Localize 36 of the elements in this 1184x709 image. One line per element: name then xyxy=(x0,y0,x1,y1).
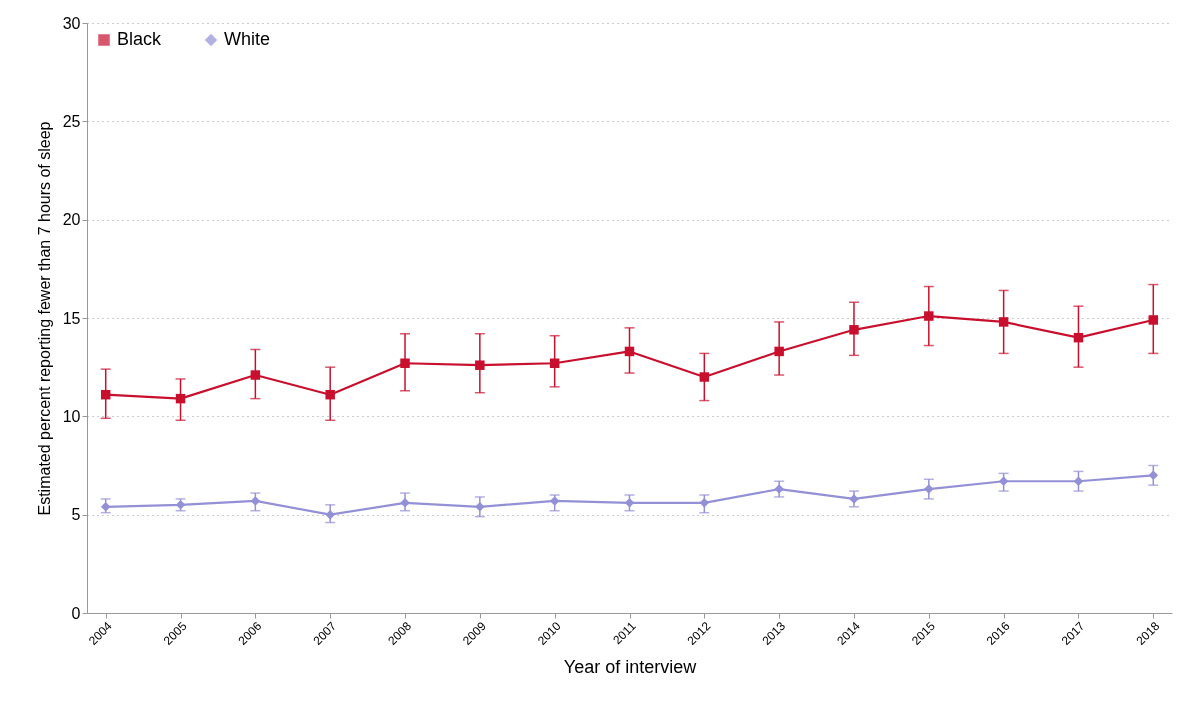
legend-label: Black xyxy=(117,29,163,49)
point xyxy=(1073,476,1084,486)
point xyxy=(100,502,111,512)
point xyxy=(100,389,111,400)
point xyxy=(774,346,784,357)
point xyxy=(250,496,261,506)
point xyxy=(924,484,934,494)
point xyxy=(549,358,560,368)
legend-label: White xyxy=(224,29,271,49)
point xyxy=(924,311,934,321)
point xyxy=(475,502,485,512)
point xyxy=(250,370,261,380)
point xyxy=(1073,332,1084,343)
x-axis-title: Year of interview xyxy=(563,657,698,678)
point xyxy=(175,393,186,404)
y-tick-label: 20 xyxy=(62,211,81,229)
point xyxy=(624,498,635,508)
point xyxy=(1148,315,1159,325)
point xyxy=(1148,470,1159,481)
point xyxy=(998,317,1009,327)
y-tick-label: 15 xyxy=(62,309,81,327)
point xyxy=(325,389,335,400)
point xyxy=(624,346,635,357)
point xyxy=(475,360,485,370)
y-axis-title: Estimated percent reporting fewer than 7 hours of sleep xyxy=(35,121,53,516)
point xyxy=(849,325,859,335)
y-tick-label: 30 xyxy=(62,14,81,32)
point xyxy=(699,372,710,382)
point xyxy=(400,358,410,368)
point xyxy=(699,498,710,508)
y-tick-label: 5 xyxy=(71,506,81,524)
point xyxy=(325,509,335,520)
y-tick-label: 10 xyxy=(62,407,81,425)
y-tick-label: 25 xyxy=(62,112,81,130)
point xyxy=(998,476,1009,486)
y-tick-label: 0 xyxy=(71,604,81,622)
